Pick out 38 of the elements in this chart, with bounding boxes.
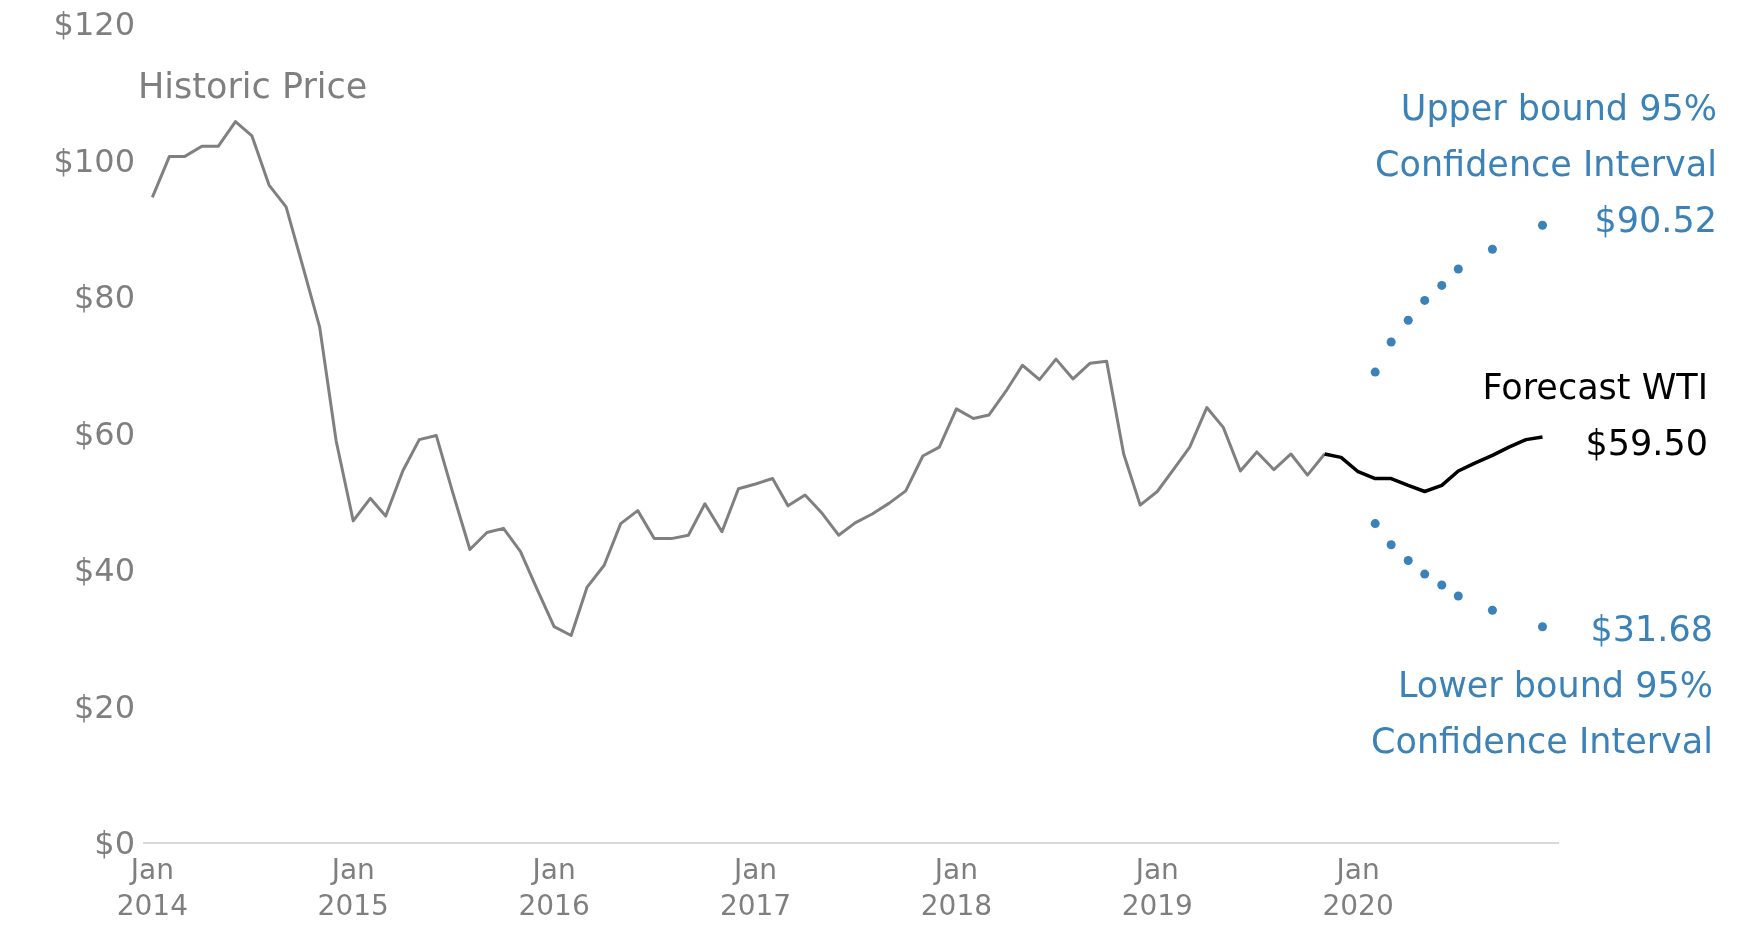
series-label: Historic Price — [138, 65, 368, 108]
text: Lower bound 95% Confidence Interval — [1370, 664, 1713, 763]
y-tick-label: $40 — [73, 551, 135, 590]
data-label: $31.68 — [1589, 608, 1713, 651]
point — [1437, 280, 1447, 290]
x-tick-label: Jan 2016 — [518, 853, 590, 922]
point — [1437, 580, 1447, 590]
y-tick-label: $80 — [73, 278, 135, 317]
point — [1487, 244, 1497, 254]
point — [1370, 519, 1380, 529]
data-label: $90.52 — [1593, 199, 1717, 242]
point — [1537, 622, 1547, 632]
point — [1370, 367, 1380, 377]
x-tick-label: Jan 2019 — [1121, 853, 1193, 922]
series-label: Forecast WTI — [1481, 366, 1708, 409]
y-tick-label: $60 — [73, 414, 135, 453]
line-series — [1322, 435, 1545, 494]
line-series — [150, 120, 1327, 638]
y-tick-label: $120 — [53, 5, 135, 44]
point — [1537, 220, 1547, 230]
point — [1403, 315, 1413, 325]
text: Upper bound 95% Confidence Interval — [1374, 87, 1717, 186]
point — [1487, 605, 1497, 615]
x-tick-label: Jan 2017 — [719, 853, 792, 922]
point — [1420, 295, 1430, 305]
x-tick-label: Jan 2018 — [920, 853, 993, 922]
point — [1403, 555, 1413, 565]
point — [1420, 569, 1430, 579]
y-tick-label: $100 — [53, 141, 135, 180]
point — [1453, 591, 1463, 601]
y-tick-label: $20 — [73, 687, 135, 726]
point — [1453, 264, 1463, 274]
point — [1386, 337, 1396, 347]
x-tick-label: Jan 2014 — [116, 853, 188, 922]
x-tick-label: Jan 2020 — [1322, 853, 1394, 922]
x-tick-label: Jan 2015 — [317, 853, 389, 922]
data-label: $59.50 — [1584, 422, 1708, 465]
point — [1386, 540, 1396, 550]
